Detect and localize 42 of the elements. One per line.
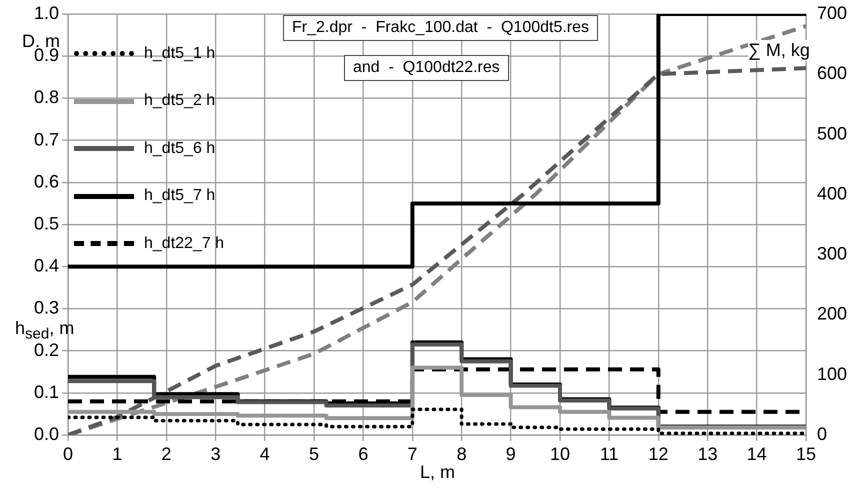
x-tick-label: 14	[746, 444, 767, 464]
y-tick-label: 0.7	[34, 129, 59, 150]
x-axis-title: L, m	[420, 462, 456, 483]
x-tick-label: 12	[648, 444, 668, 464]
y-tick-label: 1.0	[34, 2, 59, 23]
y-tick-label: 0.8	[34, 87, 59, 108]
y2-tick-label: 300	[817, 244, 848, 264]
x-tick-label: 4	[260, 444, 270, 464]
x-tick-label: 1	[112, 444, 122, 464]
x-tick-label: 10	[550, 444, 570, 464]
y2-tick-label: 700	[817, 2, 848, 23]
y2-tick-label: 0	[817, 424, 828, 444]
legend-label: h_dt5_6 h	[144, 140, 216, 158]
legend-label: h_dt5_2 h	[144, 92, 216, 110]
y2-tick-label: 400	[817, 183, 848, 204]
annotation: Fr_2.dpr - Frakc_100.dat - Q100dt5.res	[283, 15, 598, 41]
y-tick-label: 0.0	[34, 424, 59, 444]
y2-axis-title: ∑ M, kg	[748, 40, 810, 61]
y-tick-label: 0.6	[34, 171, 59, 192]
legend-label: h_dt5_1 h	[144, 44, 216, 63]
x-tick-label: 3	[210, 444, 221, 464]
x-tick-label: 2	[161, 444, 172, 464]
y2-tick-label: 600	[817, 63, 848, 84]
x-tick-label: 11	[600, 444, 619, 464]
legend-label: h_dt22_7 h	[144, 234, 224, 253]
annotation: and - Q100dt22.res	[344, 55, 509, 81]
y2-tick-label: 200	[817, 304, 848, 324]
x-tick-label: 9	[506, 444, 516, 464]
y-tick-label: 0.1	[34, 382, 59, 402]
x-tick-label: 5	[308, 444, 320, 464]
x-tick-label: 0	[62, 444, 74, 464]
x-tick-label: 6	[358, 444, 368, 464]
y-tick-label: 0.3	[34, 298, 59, 318]
y-tick-label: 0.4	[34, 256, 59, 276]
x-tick-label: 15	[796, 444, 816, 464]
y2-tick-label: 500	[817, 123, 848, 144]
y-tick-label: 0.5	[34, 213, 59, 234]
x-tick-label: 13	[698, 444, 718, 464]
y2-tick-label: 100	[817, 364, 848, 384]
legend-label: h_dt5_7 h	[144, 187, 216, 206]
x-tick-label: 7	[407, 444, 418, 464]
x-tick-label: 8	[456, 444, 467, 464]
